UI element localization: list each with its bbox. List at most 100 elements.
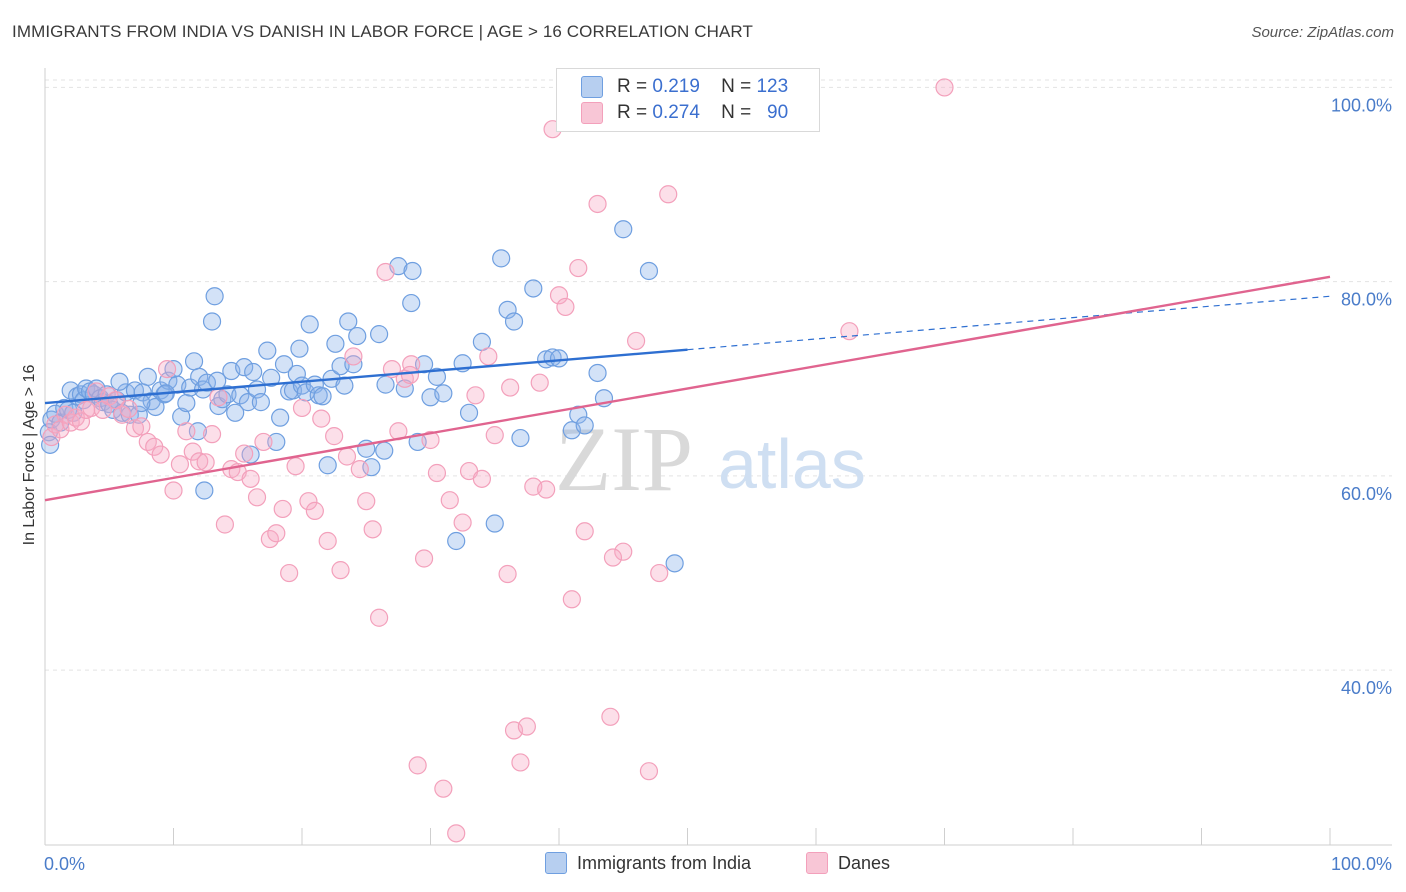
india-trend-line — [44, 348, 688, 405]
india-point — [110, 372, 129, 391]
legend-row-india: R = 0.219 N = 123 — [581, 75, 788, 99]
danes-point — [453, 513, 472, 532]
india-point — [665, 554, 684, 573]
danes-point — [614, 542, 633, 561]
danes-point — [639, 762, 659, 781]
source-credit: Source: ZipAtlas.com — [1251, 24, 1394, 41]
danes-point — [440, 491, 459, 510]
india-point — [614, 220, 633, 239]
india-swatch — [581, 76, 603, 98]
danes-point — [119, 399, 138, 419]
danes-point — [235, 444, 254, 463]
danes-swatch — [581, 102, 603, 124]
n-value: 90 — [767, 102, 789, 123]
legend-label-india: Immigrants from India — [577, 852, 752, 873]
danes-point — [337, 447, 357, 466]
legend-item-india: Immigrants from India — [545, 852, 751, 874]
india-point — [537, 350, 556, 369]
india-point — [549, 349, 569, 368]
danes-point — [601, 707, 620, 726]
india-point — [370, 325, 389, 344]
india-point — [235, 358, 254, 377]
legend-row-danes: R = 0.274 N = 90 — [581, 101, 788, 125]
danes-point — [447, 824, 466, 843]
danes-point — [215, 515, 234, 534]
danes-point — [400, 365, 420, 385]
y-tick-label: 40.0% — [1341, 678, 1392, 698]
danes-point — [157, 359, 177, 379]
india-point — [267, 432, 286, 452]
danes-point — [466, 386, 485, 405]
danes-point — [292, 398, 312, 418]
danes-point — [485, 426, 504, 445]
india-point — [447, 531, 466, 551]
x-tick-label-max: 100.0% — [1331, 854, 1392, 874]
india-point — [427, 367, 447, 386]
india-point — [205, 287, 224, 306]
india-point — [348, 326, 367, 346]
axes — [44, 68, 1392, 846]
n-value: 123 — [756, 76, 789, 97]
danes-point — [603, 548, 623, 567]
india-point — [177, 393, 196, 413]
india-point — [202, 312, 222, 331]
india-point — [344, 355, 363, 374]
danes-point — [479, 347, 498, 366]
india-point — [238, 393, 258, 412]
india-point — [504, 312, 524, 331]
r-label: R = — [617, 102, 648, 123]
india-point — [492, 249, 511, 268]
danes-point — [569, 258, 588, 278]
danes-point — [511, 753, 530, 772]
danes-point — [177, 422, 196, 441]
india-trend-extension — [687, 295, 1331, 351]
n-label: N = — [721, 76, 752, 97]
india-point — [262, 368, 281, 387]
india-point — [485, 514, 504, 533]
india-point — [375, 441, 394, 460]
n-label: N = — [721, 102, 752, 123]
danes-point — [202, 425, 222, 444]
danes-point — [562, 590, 581, 609]
danes-point — [267, 524, 286, 543]
india-point — [362, 458, 381, 477]
india-point — [339, 312, 358, 331]
india-point — [271, 408, 290, 427]
legend-item-danes: Danes — [806, 852, 890, 874]
danes-point — [414, 549, 434, 568]
india-point — [403, 261, 422, 281]
danes-point — [472, 469, 491, 488]
r-label: R = — [617, 76, 648, 97]
danes-point — [421, 430, 440, 450]
y-tick-label: 100.0% — [1331, 95, 1392, 115]
india-point — [459, 403, 479, 422]
india-point — [251, 393, 270, 412]
danes-point — [376, 262, 395, 282]
india-point — [226, 403, 245, 422]
india-point — [639, 261, 659, 281]
danes-trend-line — [44, 275, 1331, 502]
danes-point — [427, 463, 447, 483]
danes-point — [305, 501, 324, 520]
x-tick-label-min: 0.0% — [44, 854, 85, 874]
danes-point — [164, 481, 183, 500]
danes-swatch — [806, 852, 828, 874]
danes-point — [132, 417, 151, 436]
india-point — [524, 279, 543, 298]
danes-point — [196, 453, 215, 472]
r-value: 0.219 — [652, 76, 700, 97]
chart-title: IMMIGRANTS FROM INDIA VS DANISH IN LABOR… — [12, 22, 753, 41]
danes-point — [344, 347, 363, 366]
y-tick-label: 60.0% — [1341, 484, 1392, 504]
danes-point — [517, 717, 536, 736]
danes-point — [241, 469, 260, 488]
india-point — [300, 315, 319, 334]
danes-point — [331, 561, 350, 580]
danes-point — [286, 457, 305, 476]
stats-legend: R = 0.219 N = 123 R = 0.274 N = 90 — [556, 68, 820, 132]
danes-point — [247, 488, 267, 507]
danes-point — [626, 331, 646, 351]
india-point — [146, 397, 165, 417]
danes-point — [556, 297, 575, 317]
